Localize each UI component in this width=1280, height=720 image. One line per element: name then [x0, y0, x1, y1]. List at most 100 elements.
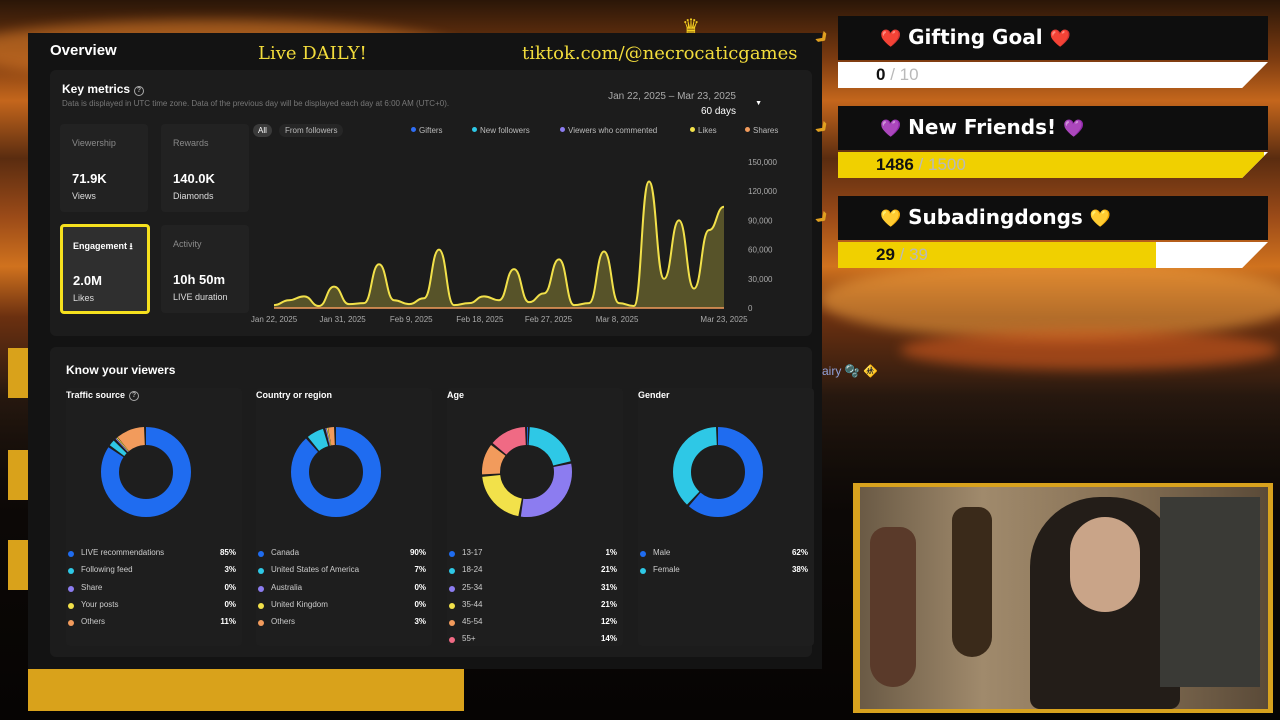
legend-row: Others 3%	[256, 617, 426, 634]
legend-row: 13-17 1%	[447, 548, 617, 565]
metric-activity[interactable]: Activity 10h 50m LIVE duration	[161, 225, 249, 313]
days-count: 60 days	[700, 106, 736, 117]
goal-title-text: Subadingdongs	[908, 205, 1083, 229]
legend-dot	[411, 127, 416, 132]
y-tick-label: 90,000	[748, 216, 773, 225]
legend-percent: 1%	[605, 548, 617, 557]
y-tick-label: 60,000	[748, 246, 773, 255]
gold-tab	[8, 450, 28, 500]
metric-viewership[interactable]: Viewership 71.9K Views	[60, 124, 148, 212]
legend-percent: 62%	[791, 548, 808, 557]
goal-widget: 💜 New Friends! 💜 1486 / 1500	[838, 106, 1270, 178]
donut-segment	[482, 427, 572, 517]
x-tick-label: Mar 23, 2025	[700, 315, 748, 324]
legend-row: LIVE recommendations 85%	[66, 548, 236, 565]
tiktok-handle-text: tiktok.com/@necrocaticgames	[522, 43, 798, 64]
goal-count: 0 / 10	[876, 65, 919, 84]
key-metrics-title: Key metrics?	[62, 82, 145, 96]
traffic-source-section: Traffic source? LIVE recommendations 85% F…	[66, 388, 242, 646]
legend-row: Canada 90%	[256, 548, 426, 565]
legend-likes[interactable]: Likes	[690, 126, 717, 135]
x-tick-label: Feb 18, 2025	[456, 315, 504, 324]
legend-label: Likes	[698, 126, 717, 135]
legend-dot	[68, 551, 74, 557]
gender-title: Gender	[638, 390, 670, 400]
legend-dot	[449, 637, 455, 644]
metric-value: 71.9K	[72, 171, 107, 186]
y-tick-label: 30,000	[748, 275, 773, 284]
legend-percent: 3%	[414, 617, 426, 627]
goal-header: 💛 Subadingdongs 💛	[838, 196, 1268, 240]
legend-label: Following feed	[81, 565, 133, 575]
legend-label: United States of America	[271, 565, 360, 575]
legend-percent: 85%	[219, 548, 236, 557]
legend-label: Your posts	[81, 599, 119, 609]
live-daily-text: Live DAILY!	[258, 43, 367, 64]
legend-label: New followers	[480, 126, 530, 135]
legend-label: Gifters	[419, 126, 443, 135]
metric-rewards[interactable]: Rewards 140.0K Diamonds	[161, 124, 249, 212]
wall-window	[1160, 497, 1260, 687]
country-section: Country or region Canada 90% United States…	[256, 388, 432, 646]
know-viewers-title: Know your viewers	[66, 363, 176, 377]
chat-snippet: airy 🫧 🚸	[822, 364, 878, 378]
x-tick-label: Feb 27, 2025	[525, 315, 573, 324]
heart-icon: 💛	[880, 209, 902, 229]
metric-unit: Likes	[73, 293, 95, 303]
goal-title: ❤️ Gifting Goal ❤️	[880, 25, 1071, 49]
goal-title: 💛 Subadingdongs 💛	[880, 205, 1111, 229]
metric-value: 10h 50m	[173, 272, 226, 287]
legend-label: Australia	[271, 582, 303, 592]
legend-shares[interactable]: Shares	[745, 126, 778, 135]
x-tick-label: Mar 8, 2025	[596, 315, 639, 324]
chevron-down-icon[interactable]: ▼	[755, 100, 762, 107]
legend-dot	[449, 620, 455, 627]
heart-icon: 💜	[1063, 119, 1085, 139]
face	[1070, 517, 1140, 612]
metric-unit: LIVE duration	[173, 292, 228, 302]
age-section: Age 13-17 1% 18-24 21% 25-34 31% 35-44 21% 45-54…	[447, 388, 623, 646]
legend-percent: 0%	[224, 582, 236, 592]
metric-unit: Views	[72, 191, 96, 201]
legend-percent: 14%	[600, 634, 617, 644]
filter-all[interactable]: All	[253, 124, 272, 137]
traffic-legend: LIVE recommendations 85% Following feed 3% S…	[66, 548, 236, 634]
traffic-donut	[101, 427, 191, 517]
legend-viewers-who-commented[interactable]: Viewers who commented	[560, 126, 657, 135]
legend-row: Australia 0%	[256, 583, 426, 600]
goal-header: ❤️ Gifting Goal ❤️	[838, 16, 1268, 60]
legend-percent: 38%	[791, 565, 808, 575]
legend-dot	[258, 620, 264, 627]
metric-engagement[interactable]: Engagement ⭳ 2.0M Likes	[60, 224, 150, 314]
legend-row: 45-54 12%	[447, 617, 617, 634]
metric-value: 2.0M	[73, 273, 102, 288]
legend-percent: 3%	[224, 565, 236, 575]
legend-row: Following feed 3%	[66, 565, 236, 582]
goal-count: 29 / 39	[876, 245, 929, 264]
legend-new-followers[interactable]: New followers	[472, 126, 530, 135]
legend-label: Shares	[753, 126, 779, 135]
legend-percent: 11%	[220, 617, 236, 627]
gold-tab	[8, 348, 28, 398]
legend-row: United Kingdom 0%	[256, 600, 426, 617]
guitar-icon	[952, 507, 992, 657]
guitar-icon	[870, 527, 916, 687]
donut-segment	[101, 427, 191, 517]
metric-unit: Diamonds	[173, 191, 214, 201]
age-title: Age	[447, 390, 465, 400]
legend-dot	[640, 551, 646, 557]
legend-dot	[560, 127, 565, 132]
heart-icon: 💛	[1089, 209, 1111, 229]
legend-gifters[interactable]: Gifters	[411, 126, 443, 135]
cloud-streak	[820, 260, 1280, 340]
legend-label: United Kingdom	[271, 599, 328, 609]
legend-dot	[449, 551, 455, 557]
help-icon[interactable]: ?	[129, 391, 140, 401]
legend-dot	[640, 568, 646, 575]
likes-area	[274, 181, 724, 308]
filter-followers[interactable]: From followers	[279, 124, 344, 137]
help-icon[interactable]: ?	[134, 86, 145, 96]
metric-label: Viewership	[72, 138, 116, 148]
date-range[interactable]: Jan 22, 2025 – Mar 23, 2025	[608, 91, 736, 102]
legend-row: 25-34 31%	[447, 583, 617, 600]
